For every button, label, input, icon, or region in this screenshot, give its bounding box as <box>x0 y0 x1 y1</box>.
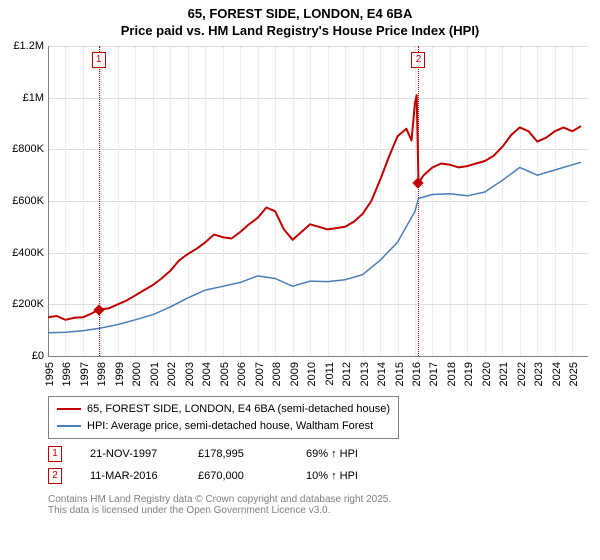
transaction-price: £178,995 <box>198 448 278 460</box>
legend-swatch <box>57 408 81 410</box>
x-axis <box>48 356 588 357</box>
transaction-index: 2 <box>48 468 62 484</box>
x-tick-label: 2021 <box>498 356 510 386</box>
x-tick-label: 2010 <box>306 356 318 386</box>
legend-item: 65, FOREST SIDE, LONDON, E4 6BA (semi-de… <box>57 401 390 418</box>
transaction-price: £670,000 <box>198 470 278 482</box>
legend-label: 65, FOREST SIDE, LONDON, E4 6BA (semi-de… <box>87 401 390 418</box>
footer-line-2: This data is licensed under the Open Gov… <box>48 505 391 516</box>
x-tick-label: 2011 <box>324 356 336 386</box>
x-tick-label: 2024 <box>551 356 563 386</box>
transaction-date: 11-MAR-2016 <box>90 470 170 482</box>
attribution-footer: Contains HM Land Registry data © Crown c… <box>48 494 391 516</box>
legend: 65, FOREST SIDE, LONDON, E4 6BA (semi-de… <box>48 396 399 439</box>
x-tick-label: 2006 <box>236 356 248 386</box>
x-tick-label: 2002 <box>166 356 178 386</box>
x-tick-label: 2016 <box>411 356 423 386</box>
x-tick-label: 2013 <box>359 356 371 386</box>
x-tick-label: 2004 <box>201 356 213 386</box>
x-tick-label: 2009 <box>289 356 301 386</box>
x-tick-label: 2007 <box>254 356 266 386</box>
x-tick-label: 2017 <box>428 356 440 386</box>
x-tick-label: 2022 <box>516 356 528 386</box>
x-tick-label: 2000 <box>131 356 143 386</box>
legend-swatch <box>57 425 81 427</box>
x-tick-label: 2005 <box>219 356 231 386</box>
footer-line-1: Contains HM Land Registry data © Crown c… <box>48 494 391 505</box>
y-tick-label: £600K <box>12 195 48 207</box>
x-tick-label: 2019 <box>463 356 475 386</box>
series-svg <box>48 46 588 356</box>
y-tick-label: £800K <box>12 143 48 155</box>
x-tick-label: 1998 <box>96 356 108 386</box>
y-tick-label: £400K <box>12 247 48 259</box>
x-tick-label: 2025 <box>568 356 580 386</box>
legend-item: HPI: Average price, semi-detached house,… <box>57 418 390 435</box>
transaction-delta: 10% ↑ HPI <box>306 470 386 482</box>
transaction-delta: 69% ↑ HPI <box>306 448 386 460</box>
transaction-index: 1 <box>48 446 62 462</box>
transaction-date: 21-NOV-1997 <box>90 448 170 460</box>
y-tick-label: £1M <box>23 92 48 104</box>
plot-area: £0£200K£400K£600K£800K£1M£1.2M1995199619… <box>48 46 588 356</box>
legend-label: HPI: Average price, semi-detached house,… <box>87 418 373 435</box>
transactions-table: 1 21-NOV-1997 £178,995 69% ↑ HPI 2 11-MAR-201… <box>48 446 386 490</box>
chart-container: 65, FOREST SIDE, LONDON, E4 6BA Price pa… <box>0 0 600 560</box>
transaction-row: 2 11-MAR-2016 £670,000 10% ↑ HPI <box>48 468 386 484</box>
x-tick-label: 1995 <box>44 356 56 386</box>
x-tick-label: 2014 <box>376 356 388 386</box>
x-tick-label: 2018 <box>446 356 458 386</box>
transaction-row: 1 21-NOV-1997 £178,995 69% ↑ HPI <box>48 446 386 462</box>
y-tick-label: £1.2M <box>13 40 48 52</box>
x-tick-label: 2015 <box>394 356 406 386</box>
chart-title: 65, FOREST SIDE, LONDON, E4 6BA Price pa… <box>0 0 600 40</box>
series-hpi <box>48 162 581 332</box>
x-tick-label: 1997 <box>79 356 91 386</box>
x-tick-label: 2003 <box>184 356 196 386</box>
x-tick-label: 1996 <box>61 356 73 386</box>
x-tick-label: 2012 <box>341 356 353 386</box>
title-line-1: 65, FOREST SIDE, LONDON, E4 6BA <box>0 6 600 23</box>
x-tick-label: 2023 <box>533 356 545 386</box>
series-price_paid <box>48 95 581 320</box>
x-tick-label: 2001 <box>149 356 161 386</box>
x-tick-label: 1999 <box>114 356 126 386</box>
y-tick-label: £200K <box>12 298 48 310</box>
title-line-2: Price paid vs. HM Land Registry's House … <box>0 23 600 40</box>
x-tick-label: 2020 <box>481 356 493 386</box>
x-tick-label: 2008 <box>271 356 283 386</box>
